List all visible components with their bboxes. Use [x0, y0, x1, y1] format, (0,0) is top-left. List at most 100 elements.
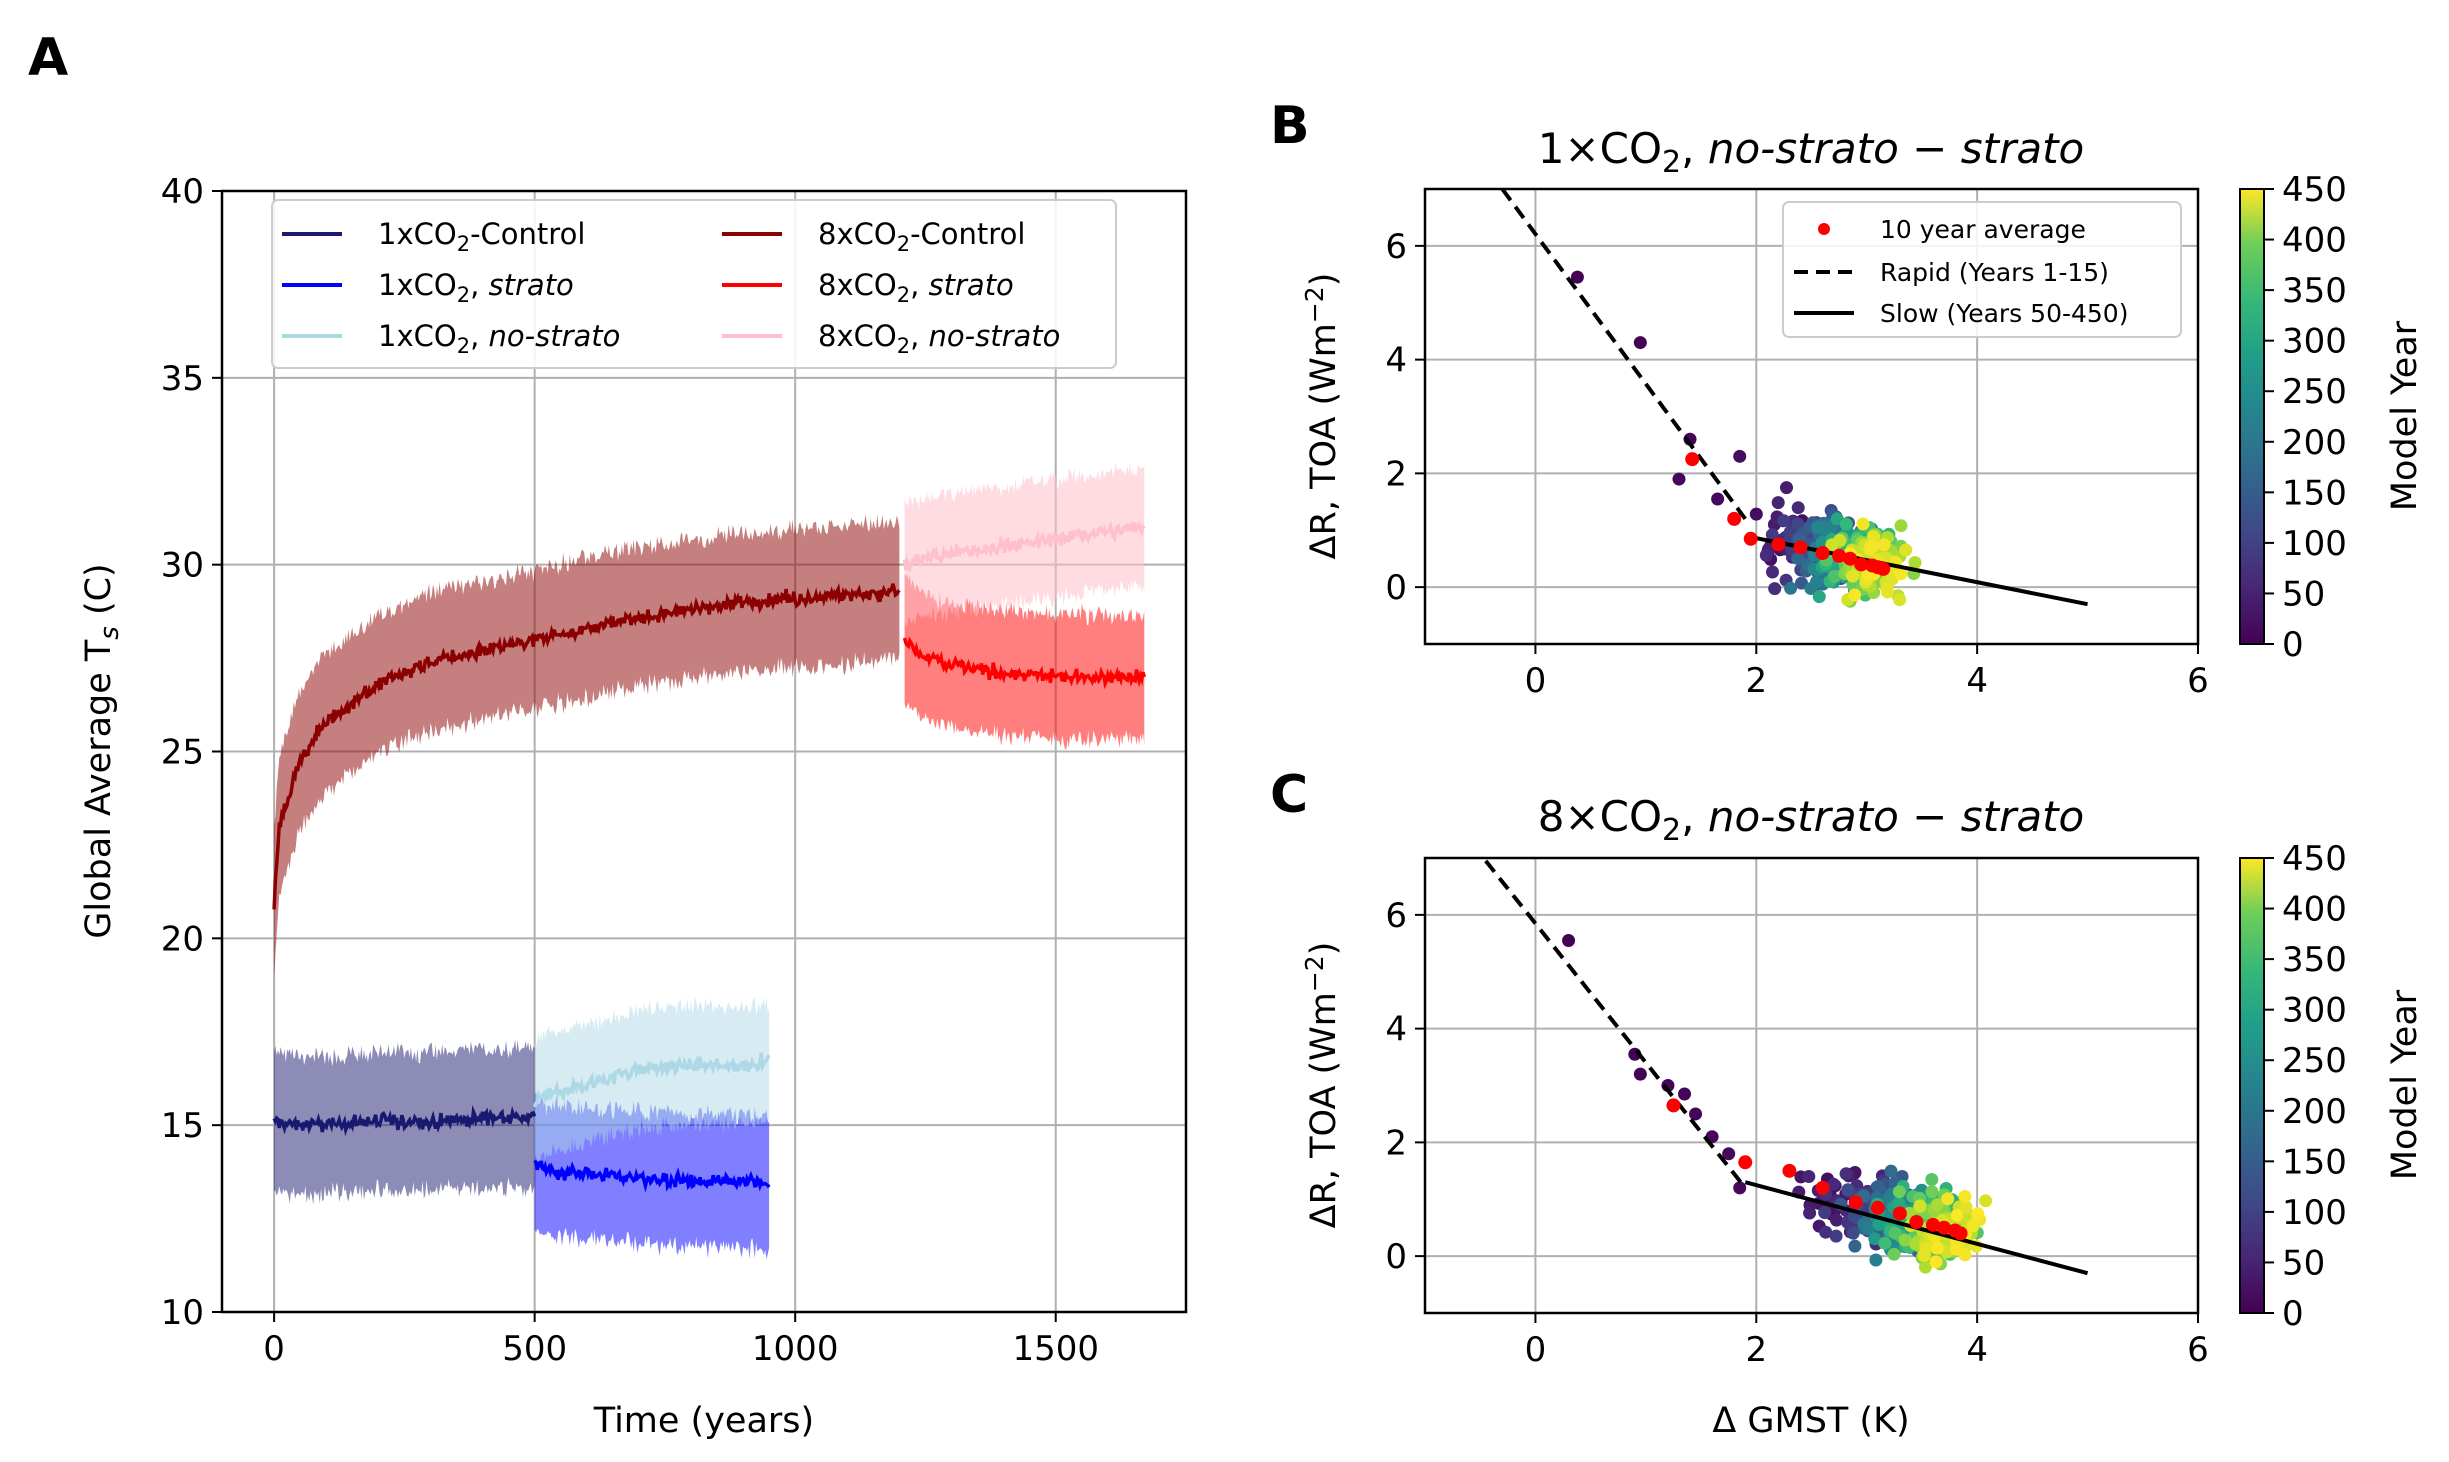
ten-year-average-point: [1815, 546, 1830, 560]
tick-label-y: 6: [1385, 227, 1407, 267]
year-point-early: [1562, 933, 1576, 947]
panel-a-label: A: [28, 28, 68, 88]
panel-b: B 1×CO2, no-strato − strato 0 2 4 6 0 2 4 6 ΔR,…: [1270, 96, 2425, 701]
year-point: [1765, 528, 1779, 542]
tick-label-y: 0: [1385, 568, 1407, 608]
panel-c-title: 8×CO2, no-strato − strato: [1538, 792, 2085, 848]
year-point: [1930, 1198, 1944, 1212]
colorbar-tick-label: 0: [2282, 1294, 2304, 1334]
year-point: [1759, 548, 1773, 562]
year-point: [1811, 520, 1825, 534]
year-point: [1810, 575, 1823, 589]
colorbar-tick-label: 100: [2282, 524, 2347, 564]
tick-label-x: 0: [1525, 661, 1547, 701]
year-point-early: [1672, 472, 1686, 486]
year-point: [1894, 567, 1908, 581]
panel-b-title: 1×CO2, no-strato − strato: [1538, 124, 2085, 180]
tick-label-x: 4: [1966, 1330, 1988, 1370]
tick-label-x: 1000: [752, 1329, 839, 1369]
ten-year-average-point: [1909, 1215, 1924, 1229]
year-point: [1791, 501, 1805, 515]
ten-year-average-point: [1782, 1163, 1797, 1178]
panel-b-ticks: 0 2 4 6 0 2 4 6: [1385, 227, 2208, 701]
year-point: [1803, 1206, 1817, 1220]
year-point: [1925, 1173, 1939, 1186]
year-point: [1819, 1225, 1833, 1239]
year-point: [1893, 593, 1907, 607]
year-point: [1848, 588, 1862, 602]
ten-year-average-point: [1832, 548, 1847, 563]
year-point-early: [1733, 449, 1747, 463]
panel-c-colorbar: 0 50 100 150 200 250 300 350 400 450 Model Year: [2239, 839, 2425, 1334]
series-8x-nostrato-line: [902, 520, 1146, 574]
panel-b-legend-box: [1782, 201, 2182, 338]
panel-c-grid: [1425, 858, 2199, 1313]
panel-c-label: C: [1270, 765, 1308, 825]
year-point: [1971, 1207, 1985, 1221]
colorbar-tick-label: 50: [2282, 1243, 2325, 1283]
year-point: [1784, 581, 1798, 595]
series-8x-control-line: [272, 582, 901, 910]
year-point: [1780, 481, 1793, 495]
colorbar-tick-label: 350: [2282, 940, 2347, 980]
year-point: [1878, 1236, 1892, 1250]
rapid-fit-line: [1500, 189, 1747, 521]
year-point: [1868, 1232, 1882, 1246]
series-1x-nostrato-band: [534, 996, 770, 1170]
year-point: [1884, 1164, 1898, 1178]
year-point: [1950, 1208, 1964, 1222]
tick-label-y: 15: [161, 1106, 204, 1146]
year-point: [1846, 569, 1860, 583]
series-1x-strato-line: [533, 1159, 771, 1193]
year-point: [1949, 1242, 1963, 1256]
year-point: [1941, 1192, 1955, 1206]
ten-year-average-point: [1892, 1206, 1907, 1221]
ten-year-average-point: [1743, 531, 1758, 546]
year-point: [1812, 590, 1826, 604]
year-point-early: [1678, 1087, 1692, 1101]
series-1x-nostrato-line: [532, 1052, 771, 1108]
year-point: [1966, 1219, 1980, 1233]
year-point-early: [1733, 1181, 1747, 1195]
tick-label-x: 6: [2187, 1330, 2209, 1370]
year-point: [1888, 1226, 1902, 1240]
panel-b-frame: [1423, 187, 2200, 646]
tick-label-y: 4: [1385, 341, 1407, 381]
tick-label-y: 6: [1385, 896, 1407, 936]
legend-entry-nostrato8: 8xCO2, no-strato: [818, 319, 1060, 358]
ten-year-average-point: [1727, 511, 1742, 526]
year-point-early: [1711, 492, 1725, 506]
tick-label-x: 6: [2187, 661, 2209, 701]
panel-c-colorbar-gradient: [2239, 857, 2265, 1314]
tick-label-y: 4: [1385, 1010, 1407, 1050]
year-point: [1899, 543, 1913, 557]
colorbar-tick-label: 400: [2282, 890, 2347, 930]
year-point: [1828, 570, 1842, 583]
panel-c-frame: [1423, 856, 2200, 1315]
year-point: [1880, 582, 1894, 596]
year-point: [1958, 1190, 1972, 1203]
panel-b-colorbar-label: Model Year: [2385, 320, 2425, 511]
tick-label-y: 40: [161, 172, 204, 212]
legend-entry-strato1: 1xCO2, strato: [378, 268, 574, 307]
panel-b-colorbar-gradient: [2239, 188, 2265, 645]
colorbar-tick-label: 250: [2282, 372, 2347, 412]
colorbar-tick-label: 0: [2282, 625, 2304, 665]
year-point: [1777, 514, 1791, 528]
year-point: [1818, 1206, 1832, 1220]
legend-b-slow: Slow (Years 50-450): [1880, 299, 2128, 328]
tick-label-y: 35: [161, 359, 204, 399]
year-point: [1839, 1167, 1853, 1181]
year-point-early: [1570, 270, 1584, 284]
panel-c-xlabel: Δ GMST (K): [1712, 1401, 1909, 1441]
year-point: [1959, 1200, 1973, 1214]
panel-b-colorbar: 0 50 100 150 200 250 300 350 400 450 Model Year: [2239, 170, 2425, 665]
ten-year-average-point: [1815, 1180, 1830, 1195]
ten-year-average-point: [1848, 1195, 1863, 1210]
tick-label-x: 0: [263, 1329, 285, 1369]
panel-a-legend-box: [271, 199, 1117, 369]
panel-b-data: [1500, 189, 2088, 608]
series-8x-strato-line: [902, 636, 1146, 690]
colorbar-tick-label: 250: [2282, 1041, 2347, 1081]
ten-year-average-point: [1793, 540, 1808, 555]
